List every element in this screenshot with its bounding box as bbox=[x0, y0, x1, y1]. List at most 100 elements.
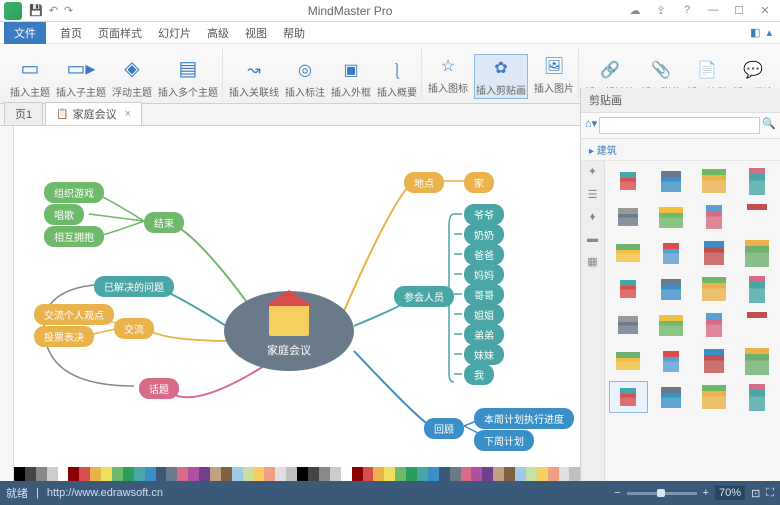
clipart-item[interactable] bbox=[609, 273, 648, 305]
subtopic-icon[interactable]: ▭▸ bbox=[66, 54, 96, 82]
clipart-icon[interactable]: ✿ bbox=[489, 56, 513, 80]
category-label[interactable]: ▸ 建筑 bbox=[581, 139, 780, 161]
mindmap-node[interactable]: 爸爸 bbox=[464, 244, 504, 265]
side-grid-icon[interactable]: ▦ bbox=[587, 255, 597, 268]
clipart-item[interactable] bbox=[652, 273, 691, 305]
clipart-item[interactable] bbox=[695, 273, 734, 305]
mindmap-node[interactable]: 参会人员 bbox=[394, 286, 454, 307]
rel-icon[interactable]: ↝ bbox=[242, 58, 266, 82]
clipart-item[interactable] bbox=[652, 309, 691, 341]
side-list-icon[interactable]: ☰ bbox=[588, 188, 598, 201]
clipart-item[interactable] bbox=[695, 165, 734, 197]
boundary-icon[interactable]: ▣ bbox=[339, 58, 363, 82]
status-url[interactable]: http://www.edrawsoft.cn bbox=[47, 487, 163, 499]
style-icon[interactable]: ◧ bbox=[750, 26, 760, 39]
mindmap-node[interactable]: 交流 bbox=[114, 318, 154, 339]
clipart-item[interactable] bbox=[737, 309, 776, 341]
float-icon[interactable]: ◈ bbox=[117, 54, 147, 82]
fit-icon[interactable]: ⊡ bbox=[751, 487, 760, 500]
clipart-item[interactable] bbox=[609, 165, 648, 197]
mindmap-node[interactable]: 地点 bbox=[404, 172, 444, 193]
mindmap-node[interactable]: 投票表决 bbox=[34, 326, 94, 347]
side-box-icon[interactable]: ▬ bbox=[587, 233, 598, 245]
mindmap-node[interactable]: 我 bbox=[464, 364, 494, 385]
summary-icon[interactable]: ⎱ bbox=[385, 58, 409, 82]
minimize-icon[interactable]: — bbox=[702, 4, 724, 17]
mindmap-node[interactable]: 爷爷 bbox=[464, 204, 504, 225]
clipart-item[interactable] bbox=[737, 273, 776, 305]
mindmap-node[interactable]: 家 bbox=[464, 172, 494, 193]
qat-save[interactable]: 💾 bbox=[29, 4, 43, 17]
tab-doc[interactable]: 📋 家庭会议× bbox=[45, 102, 142, 125]
collapse-icon[interactable]: ▴ bbox=[766, 26, 772, 39]
zoom-in[interactable]: + bbox=[703, 487, 709, 499]
mindmap-node[interactable]: 话题 bbox=[139, 378, 179, 399]
close-icon[interactable]: ✕ bbox=[754, 4, 776, 17]
menu-slide[interactable]: 幻灯片 bbox=[150, 22, 199, 44]
menu-view[interactable]: 视图 bbox=[237, 22, 275, 44]
clipart-item[interactable] bbox=[609, 381, 648, 413]
menu-file[interactable]: 文件 bbox=[4, 22, 46, 44]
mindmap-node[interactable]: 相互拥抱 bbox=[44, 226, 104, 247]
clipart-item[interactable] bbox=[652, 237, 691, 269]
clipart-item[interactable] bbox=[609, 237, 648, 269]
clipart-item[interactable] bbox=[737, 345, 776, 377]
mindmap-node[interactable]: 弟弟 bbox=[464, 324, 504, 345]
clipart-item[interactable] bbox=[609, 201, 648, 233]
topic-icon[interactable]: ▭ bbox=[15, 54, 45, 82]
mindmap-node[interactable]: 已解决的问题 bbox=[94, 276, 174, 297]
mindmap-node[interactable]: 结束 bbox=[144, 212, 184, 233]
clipart-item[interactable] bbox=[737, 201, 776, 233]
help-icon[interactable]: ? bbox=[676, 4, 698, 17]
clipart-item[interactable] bbox=[737, 381, 776, 413]
clipart-item[interactable] bbox=[652, 165, 691, 197]
cloud-icon[interactable]: ☁ bbox=[624, 4, 646, 17]
note-icon[interactable]: 📄 bbox=[695, 58, 719, 82]
qat-undo[interactable]: ↶ bbox=[49, 4, 58, 17]
zoom-out[interactable]: − bbox=[614, 487, 620, 499]
menu-help[interactable]: 帮助 bbox=[275, 22, 313, 44]
clipart-item[interactable] bbox=[652, 381, 691, 413]
clipart-item[interactable] bbox=[695, 309, 734, 341]
mindmap-node[interactable]: 妈妈 bbox=[464, 264, 504, 285]
clipart-search[interactable] bbox=[599, 117, 760, 134]
multi-icon[interactable]: ▤ bbox=[173, 54, 203, 82]
mindmap-node[interactable]: 组织游戏 bbox=[44, 182, 104, 203]
clipart-item[interactable] bbox=[652, 345, 691, 377]
clipart-item[interactable] bbox=[737, 165, 776, 197]
menu-adv[interactable]: 高级 bbox=[199, 22, 237, 44]
link-icon[interactable]: 🔗 bbox=[598, 58, 622, 82]
clipart-item[interactable] bbox=[695, 201, 734, 233]
clipart-item[interactable] bbox=[695, 345, 734, 377]
image-icon[interactable]: 🖼 bbox=[542, 54, 566, 78]
mindmap-node[interactable]: 姐姐 bbox=[464, 304, 504, 325]
home-icon[interactable]: ⌂▾ bbox=[585, 117, 597, 134]
clipart-item[interactable] bbox=[737, 237, 776, 269]
mindmap-node[interactable]: 回顾 bbox=[424, 418, 464, 439]
menu-pagestyle[interactable]: 页面样式 bbox=[90, 22, 150, 44]
side-recent-icon[interactable]: ✦ bbox=[588, 165, 597, 178]
mindmap-node[interactable]: 哥哥 bbox=[464, 284, 504, 305]
tab-close-icon[interactable]: × bbox=[125, 108, 131, 120]
clipart-item[interactable] bbox=[609, 309, 648, 341]
mindmap-node[interactable]: 本周计划执行进度 bbox=[474, 408, 574, 429]
mindmap-node[interactable]: 下周计划 bbox=[474, 430, 534, 451]
center-node[interactable]: 家庭会议 bbox=[224, 291, 354, 371]
menu-home[interactable]: 首页 bbox=[52, 22, 90, 44]
tab-page1[interactable]: 页1 bbox=[4, 102, 43, 125]
clipart-item[interactable] bbox=[695, 237, 734, 269]
mindmap-node[interactable]: 交流个人观点 bbox=[34, 304, 114, 325]
color-palette[interactable] bbox=[14, 467, 580, 481]
side-fav-icon[interactable]: ♦ bbox=[590, 211, 596, 223]
canvas[interactable]: 家庭会议 结束 组织游戏唱歌相互拥抱已解决的问题交流交流个人观点投票表决话题 地点家… bbox=[14, 126, 580, 467]
clipart-item[interactable] bbox=[652, 201, 691, 233]
mindmap-node[interactable]: 唱歌 bbox=[44, 204, 84, 225]
clipart-item[interactable] bbox=[609, 345, 648, 377]
share-icon[interactable]: ⇪ bbox=[650, 4, 672, 17]
comment-icon[interactable]: 💬 bbox=[741, 58, 765, 82]
zoom-slider[interactable] bbox=[627, 492, 697, 495]
maximize-icon[interactable]: ☐ bbox=[728, 4, 750, 17]
callout-icon[interactable]: ◎ bbox=[293, 58, 317, 82]
clipart-item[interactable] bbox=[695, 381, 734, 413]
mark-icon[interactable]: ☆ bbox=[436, 54, 460, 78]
